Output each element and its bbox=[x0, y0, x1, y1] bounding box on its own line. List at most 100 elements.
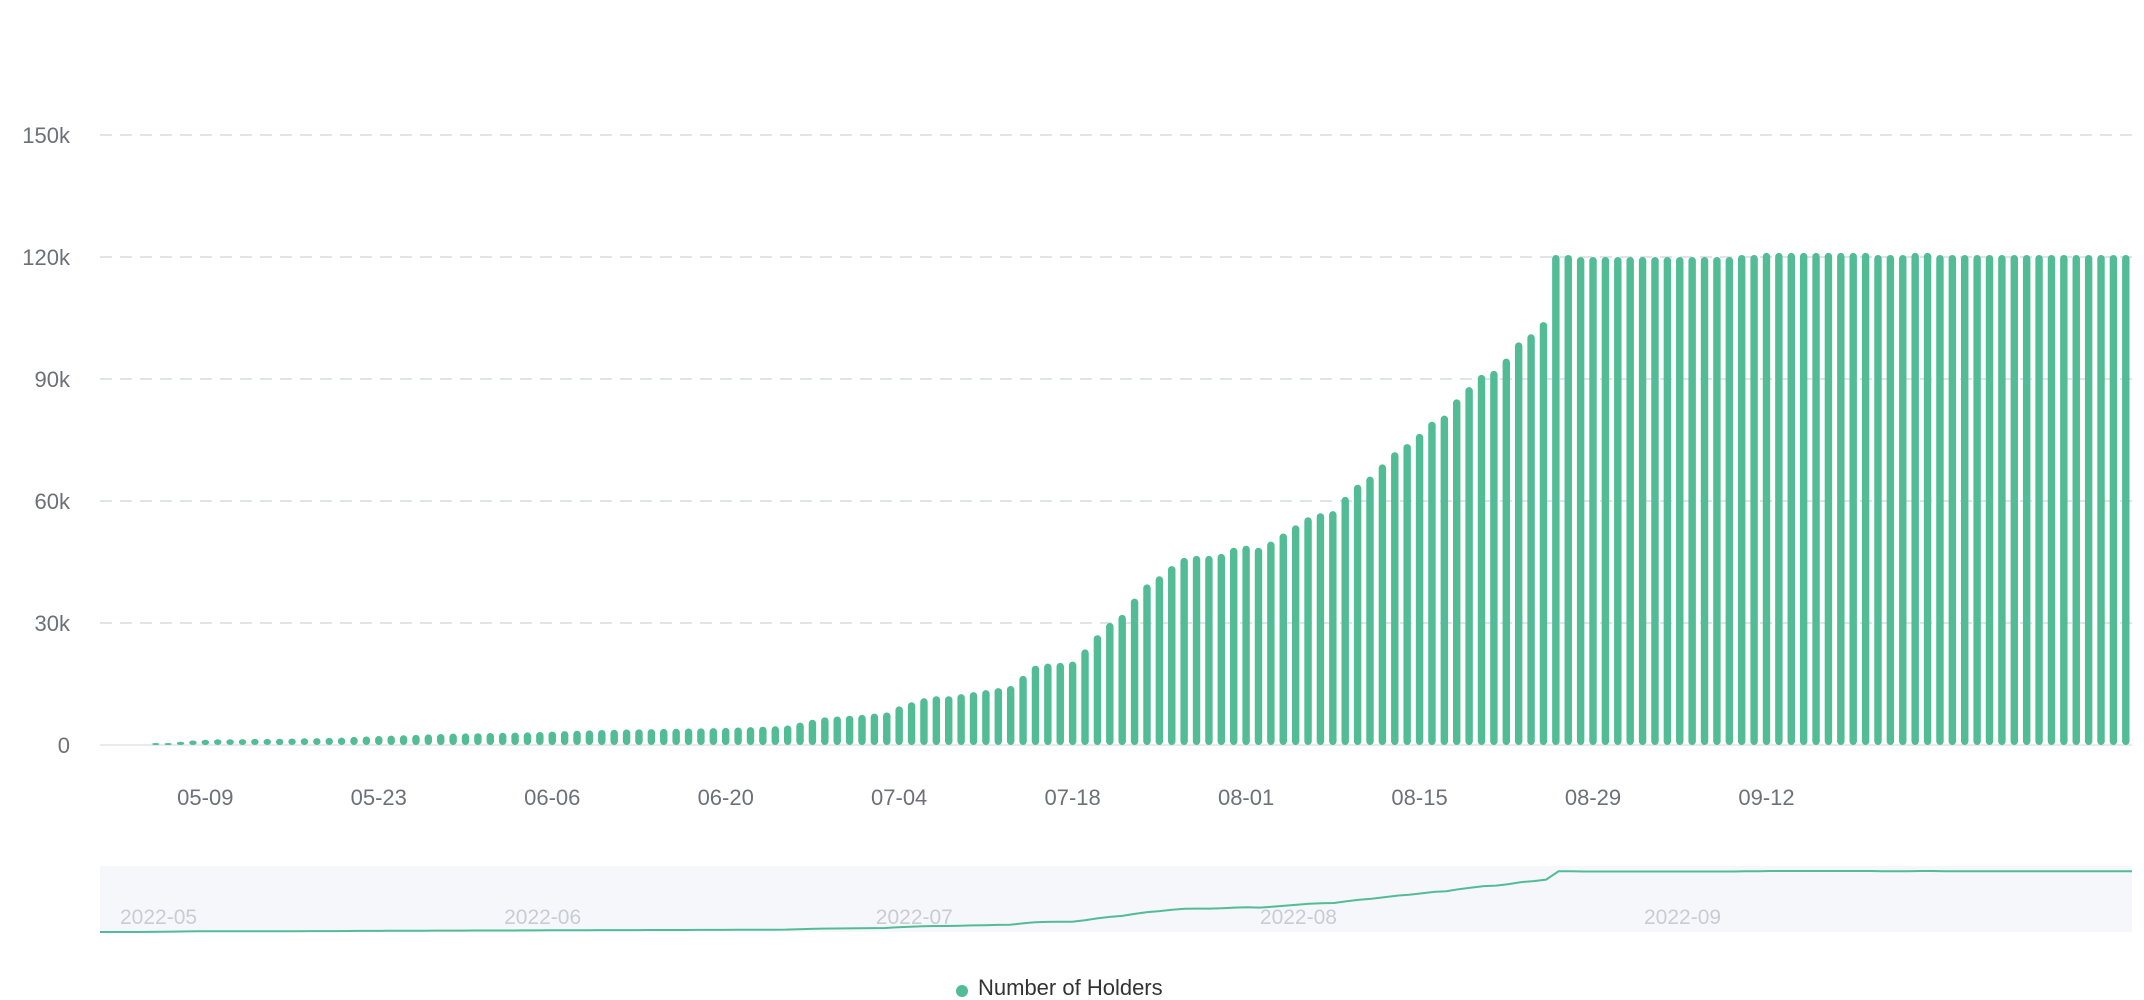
bar[interactable] bbox=[1056, 662, 1064, 745]
bar[interactable] bbox=[1564, 254, 1572, 745]
datazoom-slider[interactable]: 2022-05 2022-06 2022-07 2022-08 2022-09 bbox=[100, 866, 2132, 933]
bar[interactable] bbox=[1651, 257, 1659, 745]
bar[interactable] bbox=[1775, 252, 1783, 745]
bar[interactable] bbox=[1837, 252, 1845, 745]
bar[interactable] bbox=[1415, 433, 1424, 745]
bar[interactable] bbox=[932, 696, 941, 745]
bar[interactable] bbox=[870, 713, 879, 745]
bar[interactable] bbox=[511, 732, 519, 745]
bar[interactable] bbox=[1911, 252, 1919, 745]
bar[interactable] bbox=[2047, 254, 2056, 745]
bar[interactable] bbox=[1985, 254, 1994, 745]
bar[interactable] bbox=[759, 726, 767, 745]
bar[interactable] bbox=[1948, 254, 1957, 745]
bar[interactable] bbox=[1936, 254, 1944, 745]
bar[interactable] bbox=[2097, 254, 2105, 745]
bar[interactable] bbox=[1998, 254, 2006, 745]
bar[interactable] bbox=[1291, 525, 1300, 745]
bar[interactable] bbox=[1353, 484, 1362, 745]
bar[interactable] bbox=[1477, 374, 1486, 745]
bar[interactable] bbox=[994, 688, 1003, 745]
bar[interactable] bbox=[1329, 511, 1337, 745]
bar-series[interactable] bbox=[152, 252, 2130, 745]
bar[interactable] bbox=[1663, 257, 1672, 745]
bar[interactable] bbox=[1143, 584, 1151, 745]
bar[interactable] bbox=[548, 731, 556, 745]
bar[interactable] bbox=[2060, 254, 2068, 745]
bar[interactable] bbox=[1861, 252, 1870, 745]
bar[interactable] bbox=[771, 726, 779, 745]
bar[interactable] bbox=[313, 738, 321, 745]
legend-marker-icon[interactable] bbox=[956, 985, 968, 997]
bar[interactable] bbox=[1217, 553, 1226, 745]
bar[interactable] bbox=[1229, 547, 1238, 745]
bar[interactable] bbox=[152, 743, 160, 745]
bar[interactable] bbox=[1638, 257, 1647, 745]
bar[interactable] bbox=[1465, 387, 1473, 745]
bar[interactable] bbox=[982, 690, 990, 745]
bar[interactable] bbox=[883, 712, 891, 745]
bar[interactable] bbox=[598, 729, 606, 745]
bar[interactable] bbox=[263, 738, 271, 745]
bar[interactable] bbox=[1527, 334, 1535, 745]
bar[interactable] bbox=[1044, 663, 1052, 745]
bar[interactable] bbox=[1799, 252, 1808, 745]
bar[interactable] bbox=[1106, 623, 1114, 745]
bar[interactable] bbox=[945, 696, 953, 745]
bar[interactable] bbox=[1713, 257, 1721, 745]
legend[interactable]: Number of Holders bbox=[956, 975, 1163, 1000]
bar[interactable] bbox=[176, 741, 185, 745]
bar[interactable] bbox=[1180, 557, 1188, 745]
bar[interactable] bbox=[437, 734, 445, 745]
bar[interactable] bbox=[969, 692, 978, 745]
bar[interactable] bbox=[1961, 254, 1969, 745]
bar[interactable] bbox=[2109, 254, 2118, 745]
bar[interactable] bbox=[1006, 686, 1015, 745]
bar[interactable] bbox=[1886, 254, 1895, 745]
bar[interactable] bbox=[486, 733, 495, 745]
bar[interactable] bbox=[1068, 661, 1077, 745]
bar[interactable] bbox=[2022, 254, 2031, 745]
bar[interactable] bbox=[424, 734, 433, 745]
bar[interactable] bbox=[1093, 635, 1102, 745]
bar[interactable] bbox=[164, 743, 172, 745]
bar[interactable] bbox=[275, 738, 284, 745]
bar[interactable] bbox=[660, 728, 668, 745]
bar[interactable] bbox=[1923, 252, 1932, 745]
bar[interactable] bbox=[1626, 257, 1634, 745]
bar[interactable] bbox=[1849, 252, 1857, 745]
bar[interactable] bbox=[1589, 257, 1597, 745]
bar[interactable] bbox=[907, 702, 916, 745]
bar[interactable] bbox=[412, 734, 420, 745]
bar[interactable] bbox=[808, 719, 817, 745]
bar[interactable] bbox=[957, 694, 965, 745]
bar[interactable] bbox=[1391, 452, 1399, 745]
bar[interactable] bbox=[635, 729, 643, 745]
bar[interactable] bbox=[1750, 254, 1758, 745]
datazoom-background[interactable] bbox=[100, 866, 2132, 932]
bar[interactable] bbox=[1267, 541, 1275, 745]
bar[interactable] bbox=[1787, 252, 1795, 745]
bar[interactable] bbox=[1973, 254, 1981, 745]
bar[interactable] bbox=[300, 738, 309, 745]
bar[interactable] bbox=[1824, 252, 1833, 745]
bar[interactable] bbox=[2035, 254, 2043, 745]
bar[interactable] bbox=[647, 729, 656, 745]
bar[interactable] bbox=[1700, 257, 1709, 745]
bar[interactable] bbox=[783, 725, 792, 745]
bar[interactable] bbox=[709, 728, 718, 745]
bar[interactable] bbox=[2072, 254, 2080, 745]
bar[interactable] bbox=[573, 730, 581, 745]
bar[interactable] bbox=[734, 727, 742, 745]
bar[interactable] bbox=[1130, 598, 1139, 745]
bar[interactable] bbox=[1552, 254, 1560, 745]
bar[interactable] bbox=[1205, 555, 1213, 745]
bar[interactable] bbox=[845, 715, 854, 745]
bar[interactable] bbox=[1725, 257, 1734, 745]
bar[interactable] bbox=[821, 717, 829, 745]
bar[interactable] bbox=[684, 728, 693, 745]
bar[interactable] bbox=[1019, 675, 1027, 745]
bar[interactable] bbox=[350, 736, 358, 745]
bar[interactable] bbox=[1601, 257, 1610, 745]
bar[interactable] bbox=[1403, 444, 1411, 745]
